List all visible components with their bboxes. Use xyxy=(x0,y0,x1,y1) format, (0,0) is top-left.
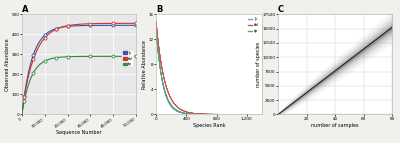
Y-axis label: Relative Abundance: Relative Abundance xyxy=(142,40,147,89)
X-axis label: Species Rank: Species Rank xyxy=(193,123,225,128)
X-axis label: Sequence Number: Sequence Number xyxy=(56,130,102,135)
Legend: jk, tbl, tp: jk, tbl, tp xyxy=(248,16,260,34)
Text: A: A xyxy=(22,5,28,14)
Y-axis label: Observed Abundance: Observed Abundance xyxy=(5,38,10,91)
X-axis label: number of samples: number of samples xyxy=(311,123,359,128)
Y-axis label: number of species: number of species xyxy=(256,42,261,87)
Text: B: B xyxy=(156,5,162,14)
Text: C: C xyxy=(278,5,284,14)
Legend: jk, tbl, tp: jk, tbl, tp xyxy=(122,50,134,67)
